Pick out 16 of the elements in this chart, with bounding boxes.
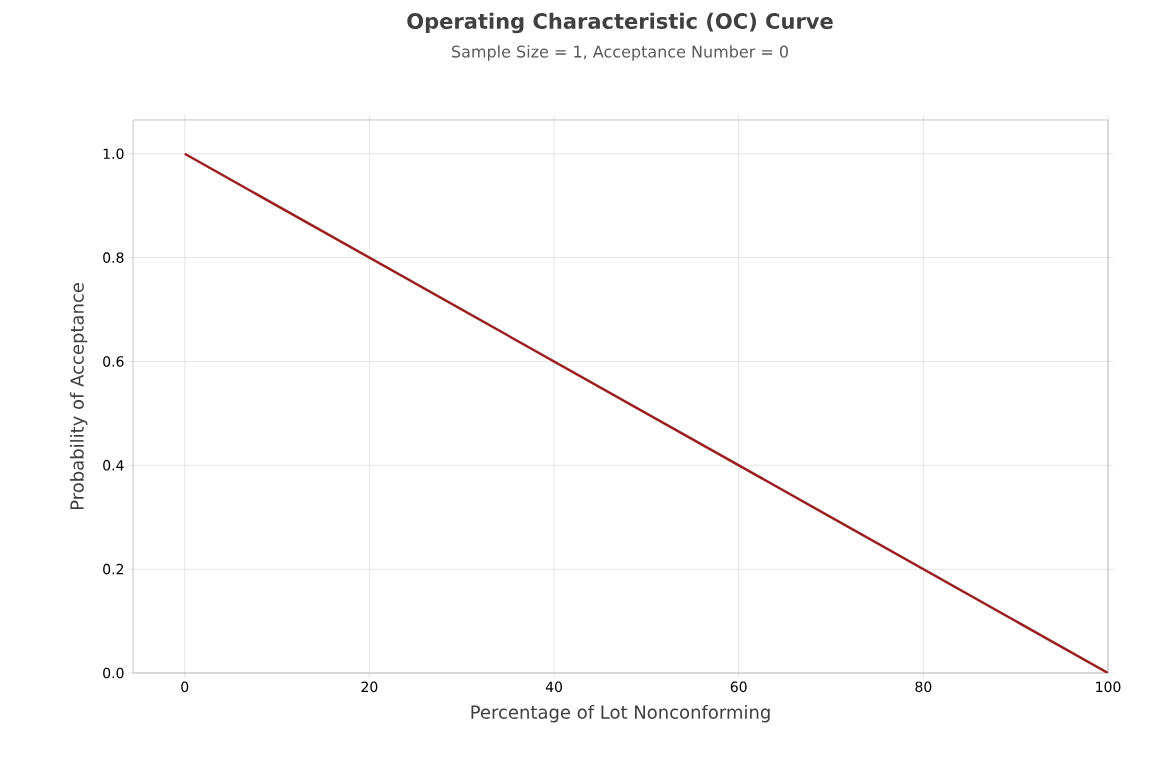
y-tick-label: 0.2 xyxy=(103,563,124,575)
y-tick-label: 0.8 xyxy=(103,252,124,263)
x-axis-title: Percentage of Lot Nonconforming xyxy=(471,704,770,723)
x-tick-label: 0 xyxy=(181,681,189,693)
chart-title: Operating Characteristic (OC) Curve xyxy=(407,12,833,34)
x-tick-label: 40 xyxy=(545,681,563,693)
y-axis-title: Probability of Acceptance xyxy=(69,283,88,510)
x-tick-label: 80 xyxy=(915,681,932,693)
y-tick-label: 1.0 xyxy=(103,148,124,160)
chart-subtitle: Sample Size = 1, Acceptance Number = 0 xyxy=(452,45,788,61)
y-tick-label: 0.0 xyxy=(103,667,124,679)
x-tick-label: 100 xyxy=(1096,681,1121,693)
y-tick-label: 0.4 xyxy=(103,460,124,471)
y-tick-label: 0.6 xyxy=(103,356,124,367)
x-tick-label: 20 xyxy=(361,681,378,693)
x-tick-label: 60 xyxy=(730,681,747,693)
